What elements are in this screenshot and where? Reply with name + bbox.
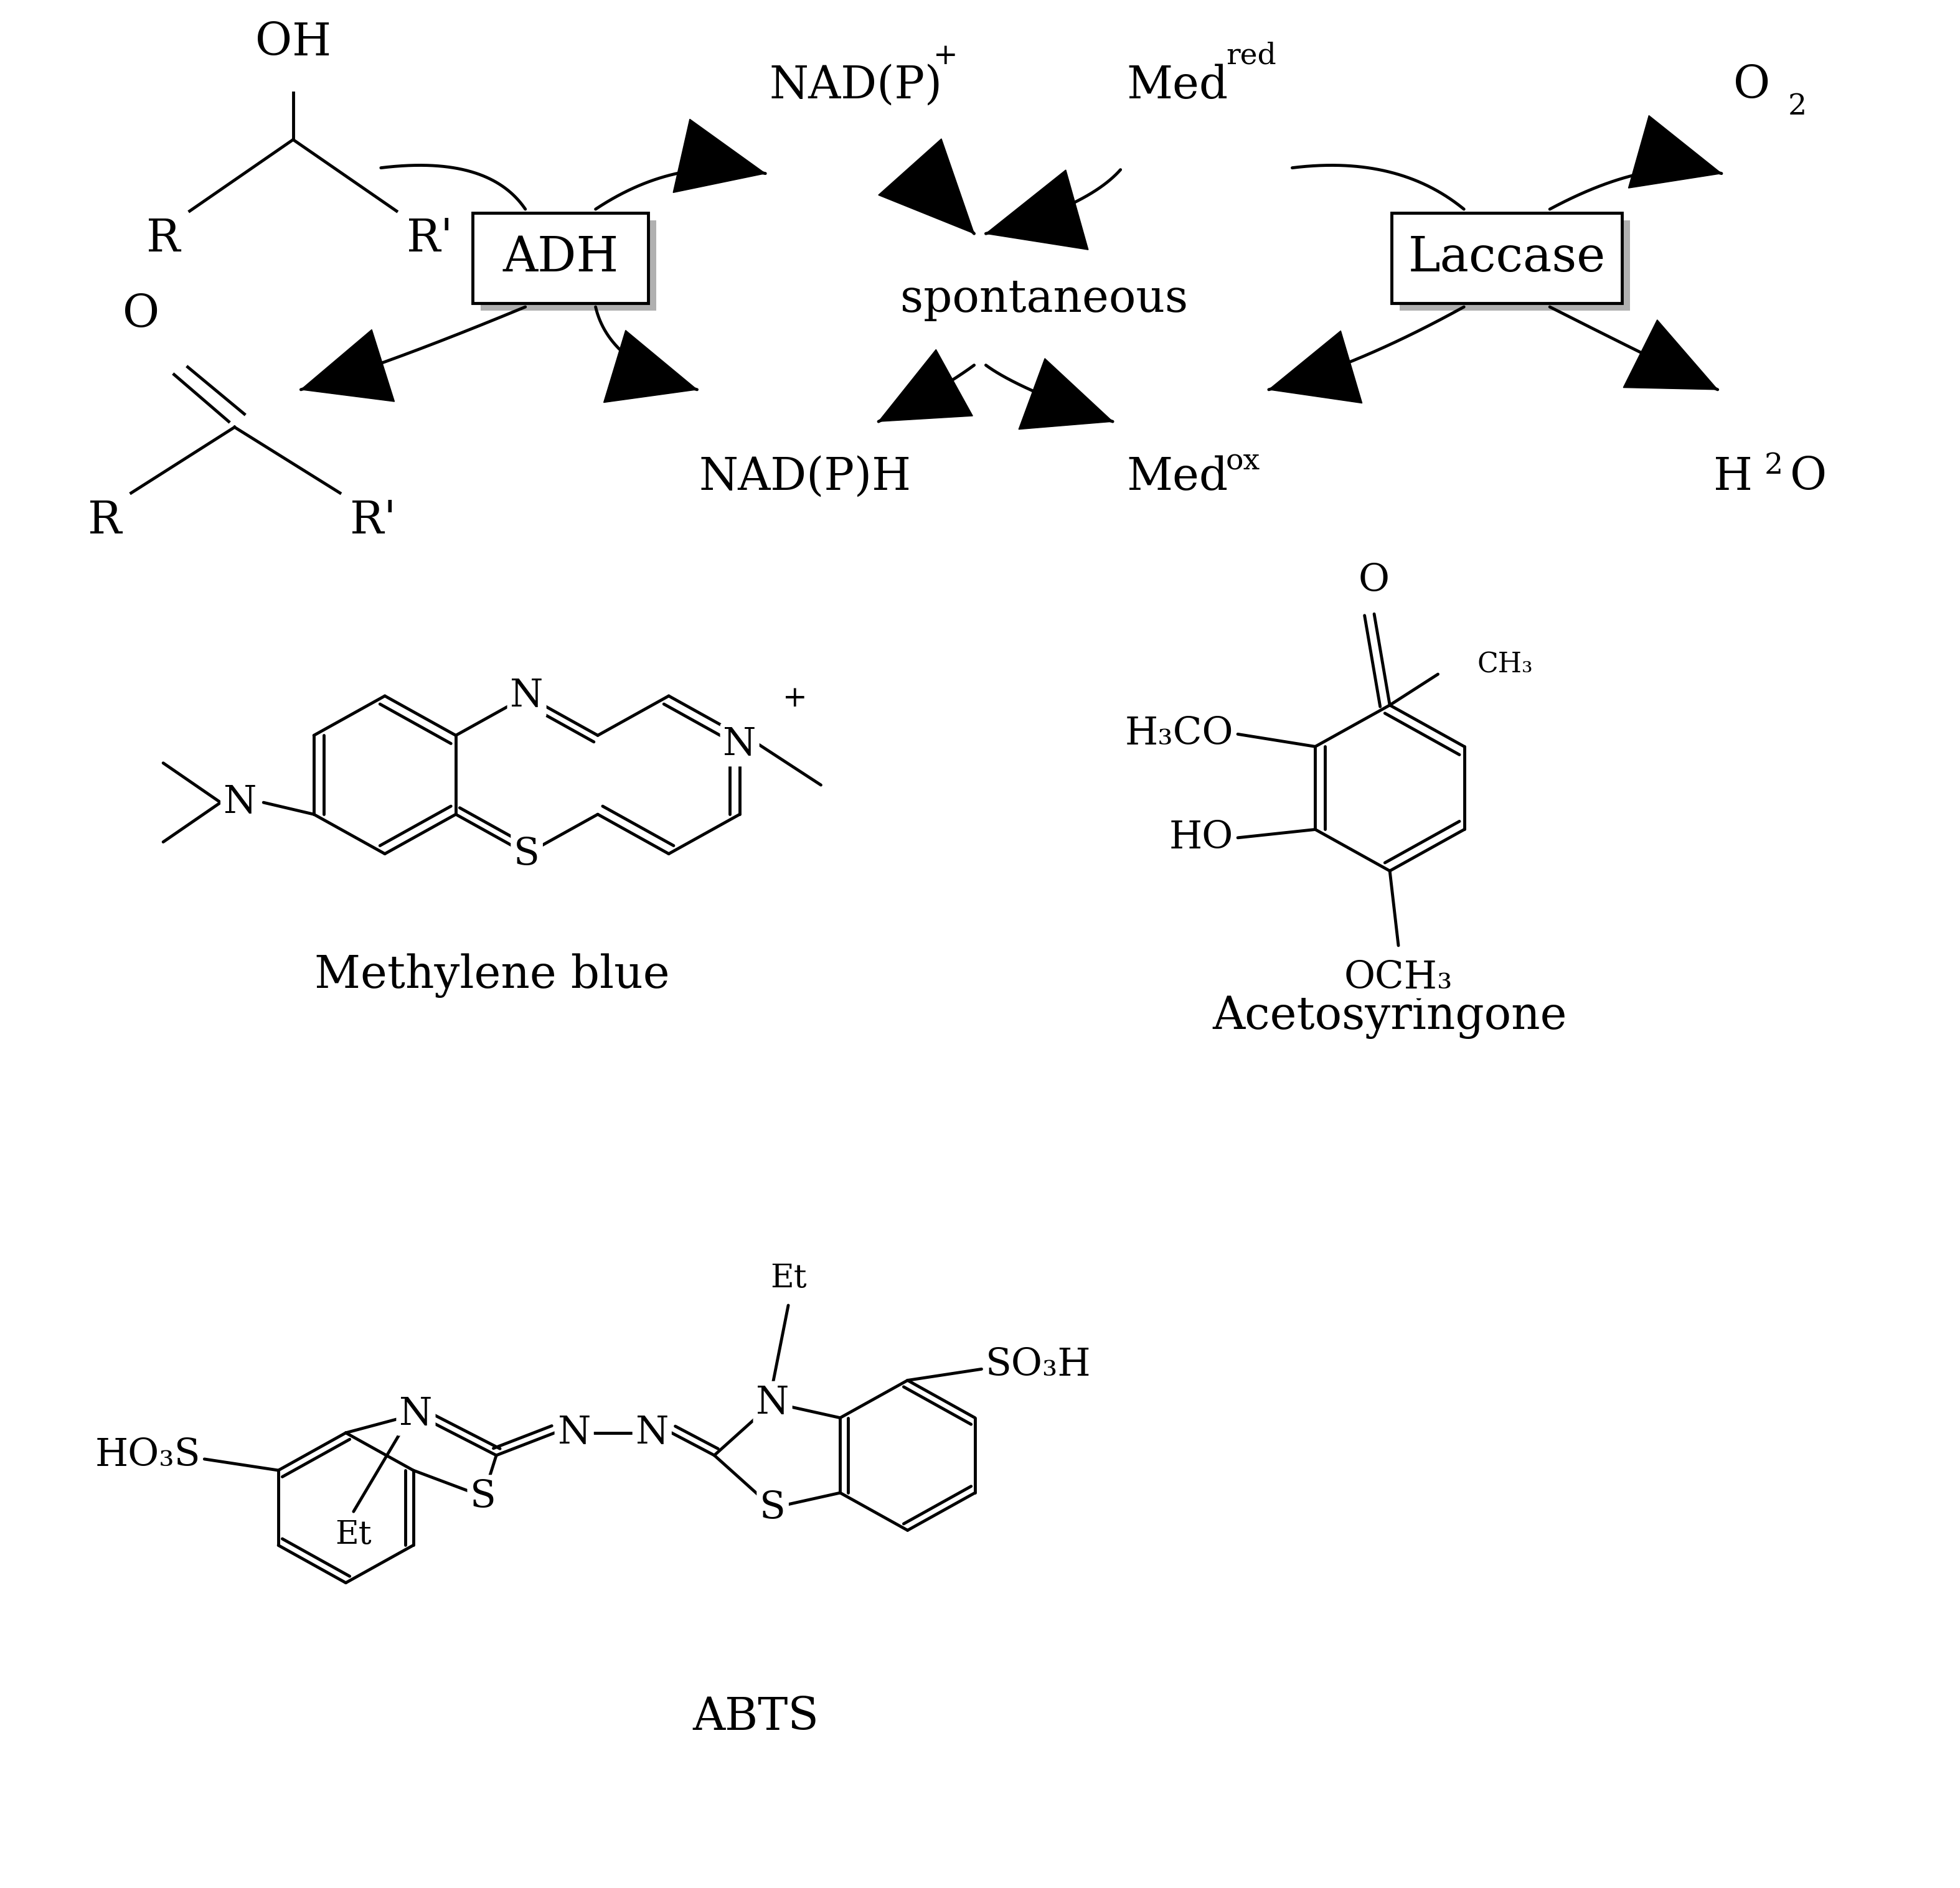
- Text: N: N: [223, 784, 257, 821]
- Text: NAD(P)H: NAD(P)H: [700, 455, 911, 498]
- Text: R: R: [88, 498, 122, 542]
- Text: O: O: [1358, 561, 1390, 598]
- Text: N: N: [557, 1414, 590, 1452]
- Text: +: +: [782, 685, 808, 714]
- Text: O: O: [1733, 64, 1770, 108]
- Polygon shape: [1268, 330, 1362, 404]
- Text: N: N: [723, 727, 757, 763]
- FancyBboxPatch shape: [1399, 221, 1631, 312]
- Text: S: S: [760, 1490, 786, 1527]
- Polygon shape: [1623, 319, 1717, 389]
- Text: S: S: [514, 834, 539, 872]
- Polygon shape: [302, 330, 394, 402]
- Text: ADH: ADH: [502, 234, 619, 281]
- Polygon shape: [878, 140, 974, 234]
- Text: R': R': [349, 498, 396, 542]
- Text: N: N: [510, 678, 543, 714]
- Text: red: red: [1225, 42, 1276, 70]
- Text: SO₃H: SO₃H: [986, 1346, 1092, 1384]
- Text: S: S: [470, 1478, 496, 1516]
- Text: CH₃: CH₃: [1478, 651, 1533, 678]
- FancyBboxPatch shape: [480, 221, 657, 312]
- FancyBboxPatch shape: [1392, 213, 1623, 304]
- Text: Med: Med: [1127, 455, 1227, 498]
- Text: OH: OH: [255, 21, 331, 64]
- Text: HO₃S: HO₃S: [94, 1437, 200, 1475]
- Text: NAD(P): NAD(P): [768, 64, 943, 108]
- Text: Et: Et: [335, 1520, 372, 1550]
- Text: H₃CO: H₃CO: [1125, 716, 1233, 753]
- Polygon shape: [1019, 359, 1113, 429]
- Polygon shape: [986, 170, 1088, 249]
- Text: O: O: [123, 293, 159, 336]
- Text: N: N: [757, 1384, 790, 1422]
- Text: OCH₃: OCH₃: [1345, 959, 1452, 997]
- Text: N: N: [400, 1395, 433, 1433]
- Text: HO: HO: [1170, 819, 1233, 857]
- FancyBboxPatch shape: [472, 213, 649, 304]
- Text: spontaneous: spontaneous: [900, 278, 1188, 321]
- Polygon shape: [672, 119, 764, 193]
- Text: N: N: [635, 1414, 668, 1452]
- Text: R: R: [147, 217, 180, 261]
- Text: R': R': [406, 217, 453, 261]
- Polygon shape: [1629, 115, 1721, 189]
- Text: H: H: [1713, 455, 1752, 498]
- Text: Laccase: Laccase: [1407, 234, 1605, 281]
- Text: ox: ox: [1225, 447, 1260, 476]
- Text: ABTS: ABTS: [692, 1695, 819, 1739]
- Polygon shape: [878, 349, 972, 421]
- Text: 2: 2: [1764, 451, 1784, 480]
- Text: +: +: [933, 42, 958, 70]
- Text: 2: 2: [1788, 93, 1807, 121]
- Text: Methylene blue: Methylene blue: [314, 953, 670, 999]
- Text: Med: Med: [1127, 64, 1227, 108]
- Text: Acetosyringone: Acetosyringone: [1213, 995, 1568, 1038]
- Polygon shape: [604, 330, 698, 402]
- Text: O: O: [1789, 455, 1827, 498]
- Text: Et: Et: [770, 1263, 806, 1293]
